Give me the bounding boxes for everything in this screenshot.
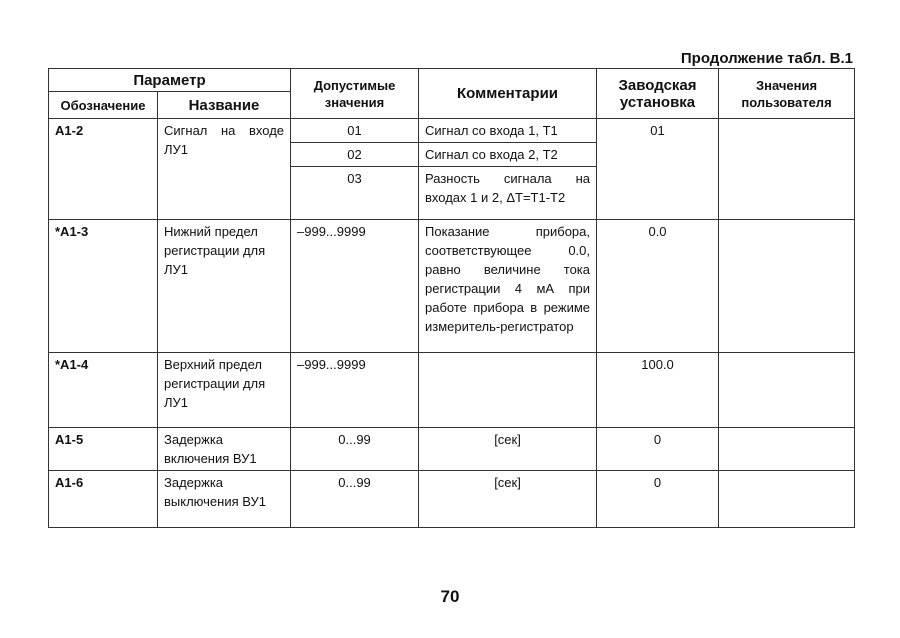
row-value: 02 bbox=[290, 142, 420, 167]
header-name: Название bbox=[156, 91, 292, 119]
row-value: –999...9999 bbox=[290, 219, 420, 353]
row-comment: Показание прибора, соответствующее 0.0, … bbox=[418, 219, 598, 353]
parameters-table: Параметр Допустимые значения Комментарии… bbox=[47, 68, 856, 528]
row-comment: Сигнал со входа 1, Т1 bbox=[418, 118, 598, 143]
table-row: *А1-4 Верхний предел регистрации для ЛУ1… bbox=[48, 352, 856, 428]
table-row: *А1-3 Нижний предел регистрации для ЛУ1 … bbox=[48, 219, 856, 353]
row-code: *А1-4 bbox=[48, 352, 158, 428]
row-user bbox=[718, 352, 856, 428]
row-value: 0...99 bbox=[290, 470, 420, 528]
row-user bbox=[718, 219, 856, 353]
row-code: А1-6 bbox=[48, 470, 158, 528]
row-name: Нижний предел регистрации для ЛУ1 bbox=[156, 219, 292, 353]
row-code: А1-2 bbox=[48, 118, 158, 220]
row-user bbox=[718, 118, 856, 220]
row-user bbox=[718, 470, 856, 528]
header-user: Значения пользователя bbox=[718, 68, 856, 119]
header-parameter: Параметр bbox=[47, 68, 292, 92]
row-name: Задержка включения ВУ1 bbox=[156, 427, 292, 471]
row-factory: 0 bbox=[596, 470, 720, 528]
row-user bbox=[718, 427, 856, 471]
table-row: А1-5 Задержка включения ВУ1 0...99 [сек]… bbox=[48, 427, 856, 471]
row-name: Верхний предел регистрации для ЛУ1 bbox=[156, 352, 292, 428]
row-name: Сигнал на входе ЛУ1 bbox=[156, 118, 292, 220]
row-value: –999...9999 bbox=[290, 352, 420, 428]
header-factory: Заводская установка bbox=[596, 68, 720, 119]
row-code: А1-5 bbox=[48, 427, 158, 471]
row-comment: Разность сигнала на входах 1 и 2, ΔТ=Т1-… bbox=[418, 166, 598, 220]
page-number: 70 bbox=[440, 587, 460, 606]
row-factory: 100.0 bbox=[596, 352, 720, 428]
table-row: А1-2 Сигнал на входе ЛУ1 01 Сигнал со вх… bbox=[48, 118, 856, 220]
row-value: 03 bbox=[290, 166, 420, 220]
row-code: *А1-3 bbox=[48, 219, 158, 353]
header-designation: Обозначение bbox=[48, 91, 158, 119]
header-comments: Комментарии bbox=[418, 68, 598, 119]
row-factory: 01 bbox=[596, 118, 720, 220]
row-value: 01 bbox=[290, 118, 420, 143]
row-factory: 0.0 bbox=[596, 219, 720, 353]
row-factory: 0 bbox=[596, 427, 720, 471]
row-value: 0...99 bbox=[290, 427, 420, 471]
row-comment: Сигнал со входа 2, Т2 bbox=[418, 142, 598, 167]
header-allowed: Допустимые значения bbox=[290, 68, 420, 119]
table-row: А1-6 Задержка выключения ВУ1 0...99 [сек… bbox=[48, 470, 856, 528]
table-continuation-caption: Продолжение табл. В.1 bbox=[680, 50, 853, 67]
row-comment bbox=[418, 352, 598, 428]
row-comment: [сек] bbox=[418, 427, 598, 471]
row-comment: [сек] bbox=[418, 470, 598, 528]
row-name: Задержка выключения ВУ1 bbox=[156, 470, 292, 528]
